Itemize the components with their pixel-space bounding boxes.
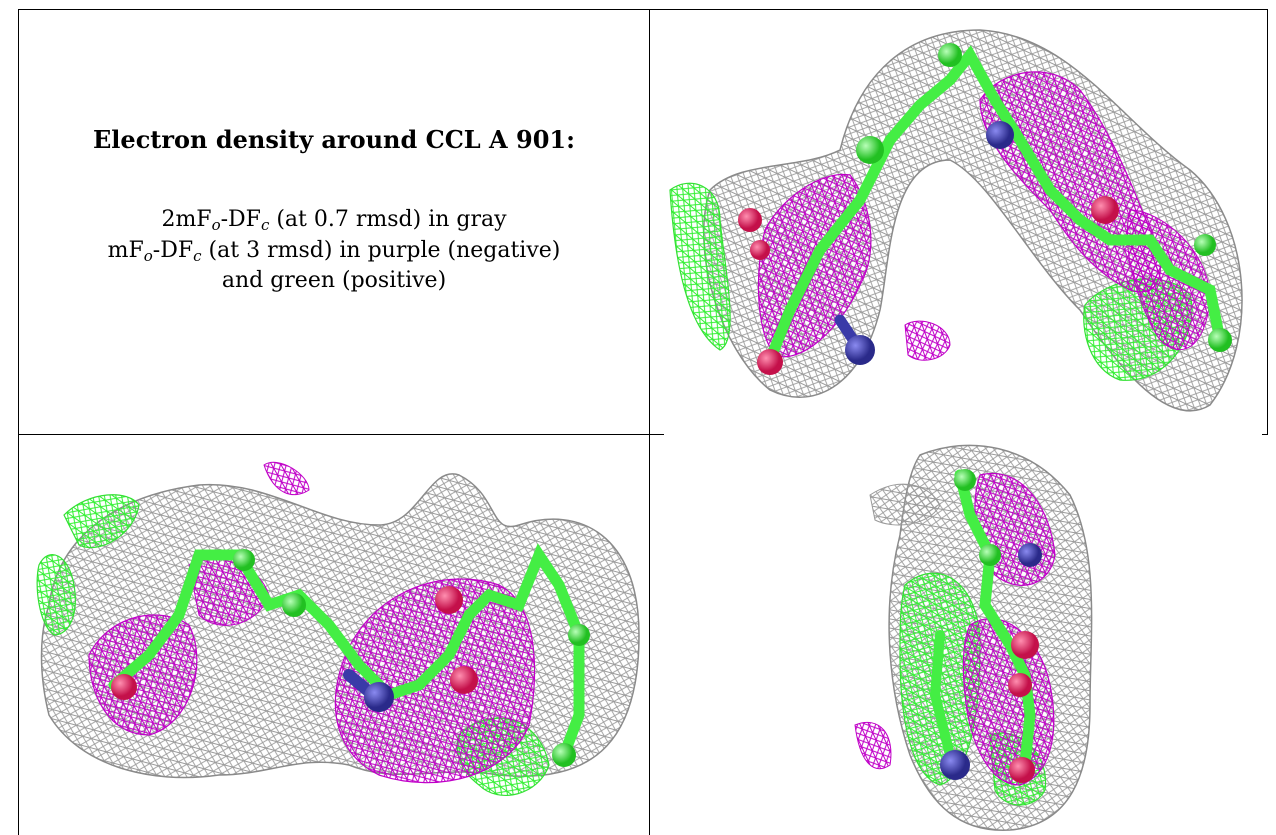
caption-line-green: and green (positive): [221, 268, 447, 293]
table-border-top: [18, 9, 1268, 10]
caption-cell: Electron density around CCL A 901: 2mFo-…: [19, 10, 649, 434]
caption-line-fo-dfc: mFo-DFc (at 3 rmsd) in purple (negative): [107, 238, 561, 265]
caption-title: Electron density around CCL A 901:: [93, 125, 575, 154]
table-border-right: [1267, 9, 1268, 434]
view-bottom-right: [650, 435, 1267, 835]
table-border-middle: [649, 9, 650, 835]
view-top-right: [650, 10, 1267, 434]
table-row-divider: [18, 434, 632, 435]
caption-line-2fo-dfc: 2mFo-DFc (at 0.7 rmsd) in gray: [161, 207, 507, 234]
table-row-divider-segment: [632, 434, 664, 435]
view-bottom-left: [19, 435, 649, 835]
table-border-left: [18, 9, 19, 835]
table-row-divider-segment: [1262, 434, 1268, 435]
